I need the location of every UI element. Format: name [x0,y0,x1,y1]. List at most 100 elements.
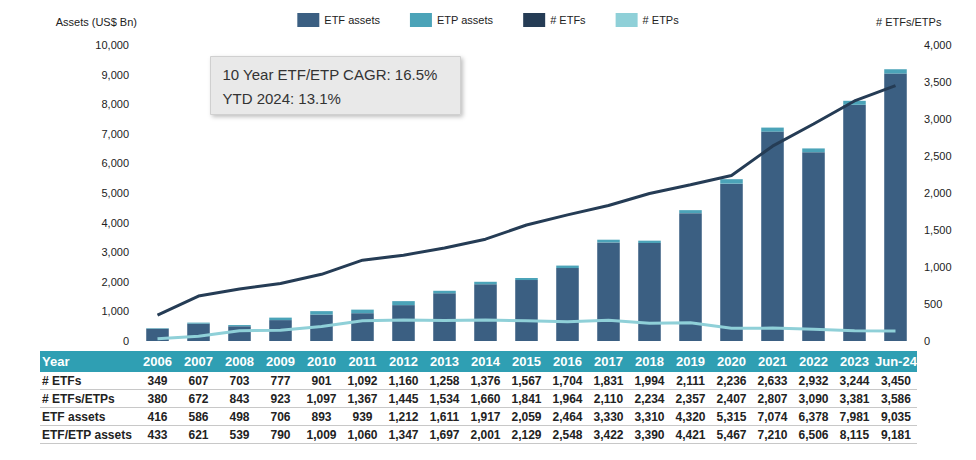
html-text:672: 672 [188,391,209,406]
html-text:2006: 2006 [143,354,172,369]
html-text:380: 380 [147,391,168,406]
html-text:893: 893 [311,409,332,424]
svg-text:3,000: 3,000 [924,113,952,125]
html-text:2,059: 2,059 [511,409,542,424]
svg-text:9,000: 9,000 [101,69,129,81]
html-text:2016: 2016 [553,354,582,369]
html-text:1,160: 1,160 [388,373,419,388]
html-text:1,841: 1,841 [511,391,542,406]
svg-text:YTD 2024: 13.1%: YTD 2024: 13.1% [223,90,341,107]
html-text:843: 843 [229,391,250,406]
svg-text:# ETPs: # ETPs [643,14,680,26]
html-text:901: 901 [311,373,332,388]
svg-text:5,000: 5,000 [101,187,129,199]
html-text:2010: 2010 [307,354,336,369]
html-text:2,464: 2,464 [552,409,583,424]
html-text:2022: 2022 [799,354,828,369]
html-text:2,236: 2,236 [716,373,747,388]
html-text:2,807: 2,807 [757,391,788,406]
html-text:1,704: 1,704 [552,373,583,388]
html-text:416: 416 [147,409,168,424]
html-text:2,407: 2,407 [716,391,747,406]
svg-text:1,000: 1,000 [924,261,952,273]
html-text:586: 586 [188,409,209,424]
svg-text:ETF assets: ETF assets [324,14,380,26]
html-text:1,092: 1,092 [347,373,378,388]
html-text:2020: 2020 [717,354,746,369]
html-text:1,212: 1,212 [388,409,419,424]
svg-text:500: 500 [924,298,942,310]
html-text:2013: 2013 [430,354,459,369]
html-text:2,234: 2,234 [634,391,665,406]
html-text:1,376: 1,376 [470,373,501,388]
html-text:2018: 2018 [635,354,664,369]
html-text:2017: 2017 [594,354,623,369]
html-text:2,932: 2,932 [798,373,829,388]
html-text:Jun-24: Jun-24 [875,354,917,369]
svg-text:2,000: 2,000 [101,276,129,288]
html-text:Year: Year [42,354,70,369]
html-text:1,660: 1,660 [470,391,501,406]
svg-text:ETP assets: ETP assets [437,14,494,26]
html-text:1,994: 1,994 [634,373,665,388]
html-text:2,633: 2,633 [757,373,788,388]
html-text:1,567: 1,567 [511,373,542,388]
svg-text:4,000: 4,000 [101,217,129,229]
html-text:# ETFs: # ETFs [42,373,82,388]
html-text:3,586: 3,586 [880,391,911,406]
html-text:2023: 2023 [840,354,869,369]
html-text:# ETFs/ETPs: # ETFs/ETPs [42,391,115,406]
html-text:2,357: 2,357 [675,391,706,406]
html-text:2,111: 2,111 [676,373,705,388]
html-text:2009: 2009 [266,354,295,369]
html-text:1,964: 1,964 [552,391,583,406]
html-text:923: 923 [270,391,291,406]
html-text:3,090: 3,090 [798,391,829,406]
svg-text:0: 0 [924,335,930,347]
svg-text:7,000: 7,000 [101,128,129,140]
html-text:3,244: 3,244 [839,373,870,388]
html-text:2,110: 2,110 [593,391,624,406]
svg-text:# ETFs: # ETFs [550,14,586,26]
svg-text:4,000: 4,000 [924,39,952,51]
html-text:2019: 2019 [676,354,705,369]
svg-text:1,000: 1,000 [101,305,129,317]
svg-text:2,500: 2,500 [924,150,952,162]
svg-text:3,000: 3,000 [101,246,129,258]
svg-text:10 Year ETF/ETP CAGR: 16.5%: 10 Year ETF/ETP CAGR: 16.5% [223,66,438,83]
html-text:777: 777 [270,373,291,388]
html-text:2011: 2011 [348,354,377,369]
svg-text:# ETFs/ETPs: # ETFs/ETPs [876,16,942,28]
html-text:1,367: 1,367 [347,391,378,406]
html-text:3,381: 3,381 [839,391,870,406]
html-text:1,445: 1,445 [388,391,419,406]
html-text:1,534: 1,534 [429,391,460,406]
html-text:1,917: 1,917 [470,409,501,424]
html-text:706: 706 [270,409,291,424]
html-text:1,097: 1,097 [306,391,337,406]
svg-text:2,000: 2,000 [924,187,952,199]
svg-text:1,500: 1,500 [924,224,952,236]
html-text:2007: 2007 [184,354,213,369]
html-text:607: 607 [188,373,209,388]
html-text:1,611: 1,611 [429,409,460,424]
html-text:939: 939 [352,409,373,424]
html-text:ETF assets: ETF assets [42,409,106,424]
svg-text:8,000: 8,000 [101,98,129,110]
html-text:1,258: 1,258 [429,373,460,388]
html-text:2008: 2008 [225,354,254,369]
html-text:1,831: 1,831 [593,373,624,388]
html-text:3,450: 3,450 [880,373,911,388]
svg-text:6,000: 6,000 [101,157,129,169]
html-text:2012: 2012 [389,354,418,369]
html-text:498: 498 [229,409,250,424]
svg-text:3,500: 3,500 [924,76,952,88]
svg-text:10,000: 10,000 [95,39,129,51]
html-text:2015: 2015 [512,354,541,369]
html-text:2014: 2014 [471,354,500,369]
html-text:349: 349 [147,373,168,388]
svg-text:Assets (US$ Bn): Assets (US$ Bn) [56,16,137,28]
html-text:703: 703 [229,373,250,388]
html-text:2021: 2021 [758,354,787,369]
svg-text:0: 0 [123,335,129,347]
